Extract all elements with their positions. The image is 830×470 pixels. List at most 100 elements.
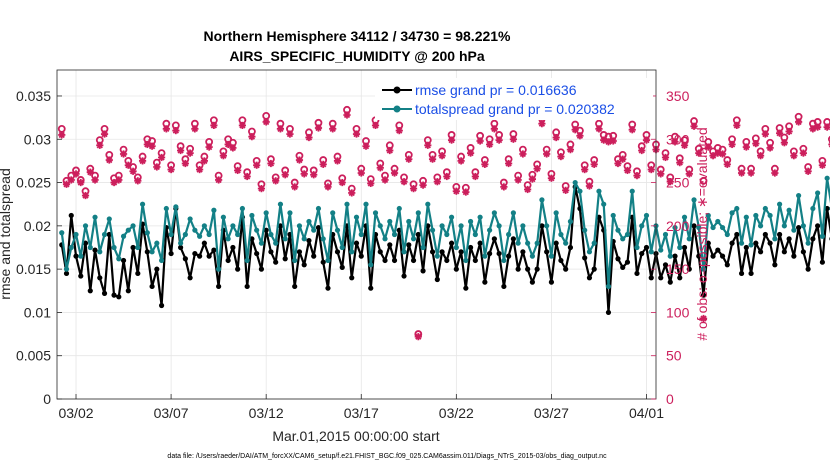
obs-evaluated-marker xyxy=(319,160,327,168)
series-point-rmse xyxy=(296,249,303,255)
series-point-totalspread xyxy=(596,188,602,194)
obs-evaluated-marker xyxy=(590,160,598,168)
series-point-totalspread xyxy=(372,210,379,216)
series-point-rmse xyxy=(116,294,122,300)
obs-evaluated-marker xyxy=(305,133,313,142)
y2-tick-label: 200 xyxy=(666,218,690,234)
series-point-rmse xyxy=(482,279,488,285)
obs-evaluated-marker xyxy=(58,131,66,139)
y-tick-label: 0.015 xyxy=(16,261,51,277)
series-point-totalspread xyxy=(63,266,70,272)
series-point-rmse xyxy=(78,273,84,279)
obs-evaluated-marker xyxy=(619,155,627,163)
obs-evaluated-marker xyxy=(376,164,384,172)
series-point-totalspread xyxy=(553,210,559,216)
series-point-rmse xyxy=(334,249,341,255)
y2-axis-label: # of obs: o=possible; ∗=evaluated xyxy=(694,127,710,340)
series-point-rmse xyxy=(672,253,678,259)
series-point-totalspread xyxy=(529,253,535,259)
series-point-rmse xyxy=(315,224,322,231)
series-point-totalspread xyxy=(420,244,426,251)
series-point-totalspread xyxy=(696,224,702,231)
series-point-totalspread xyxy=(819,233,825,239)
series-point-rmse xyxy=(558,257,564,264)
obs-evaluated-marker xyxy=(343,111,351,119)
obs-evaluated-marker xyxy=(614,159,622,168)
series-point-totalspread xyxy=(120,233,127,239)
series-point-totalspread xyxy=(677,244,683,251)
obs-evaluated-marker xyxy=(210,121,218,130)
obs-evaluated-marker xyxy=(581,165,589,174)
series-point-totalspread xyxy=(434,253,440,259)
obs-evaluated-marker xyxy=(528,175,536,183)
series-point-rmse xyxy=(306,237,312,244)
series-point-totalspread xyxy=(296,223,303,229)
x-axis-label: Mar.01,2015 00:00:00 start xyxy=(272,428,439,444)
series-point-rmse xyxy=(639,250,645,257)
series-point-totalspread xyxy=(273,240,279,246)
series-point-totalspread xyxy=(667,253,673,259)
series-point-rmse xyxy=(567,244,574,251)
obs-evaluated-marker xyxy=(352,130,361,138)
series-point-totalspread xyxy=(662,231,669,238)
series-point-totalspread xyxy=(506,231,512,238)
series-point-totalspread xyxy=(791,227,797,233)
series-point-totalspread xyxy=(539,197,545,203)
y2-axis-ticks: 0 50 100 150 200 250 300 350 xyxy=(651,88,690,407)
series-point-rmse xyxy=(101,290,108,296)
series-point-rmse xyxy=(643,244,650,251)
obs-evaluated-marker xyxy=(638,146,646,155)
obs-count-markers xyxy=(57,105,830,341)
series-point-totalspread xyxy=(382,236,388,242)
series-point-rmse xyxy=(496,250,502,257)
obs-evaluated-marker xyxy=(718,150,727,158)
series-point-rmse xyxy=(216,283,222,290)
obs-evaluated-marker xyxy=(814,123,822,131)
obs-evaluated-marker xyxy=(533,165,541,173)
series-point-rmse xyxy=(301,262,307,268)
obs-evaluated-marker xyxy=(771,169,779,177)
y2-tick-label: 300 xyxy=(666,131,690,147)
series-point-rmse xyxy=(125,288,131,294)
series-point-totalspread xyxy=(149,249,155,255)
series-point-rmse xyxy=(686,266,692,272)
obs-evaluated-marker xyxy=(395,127,403,135)
series-point-totalspread xyxy=(748,242,754,248)
series-point-totalspread xyxy=(211,207,217,213)
obs-evaluated-marker xyxy=(262,118,270,126)
series-point-rmse xyxy=(158,302,165,309)
series-point-rmse xyxy=(429,249,436,255)
series-point-totalspread xyxy=(320,236,326,242)
y2-tick-label: 250 xyxy=(666,175,690,191)
series-point-rmse xyxy=(68,212,74,219)
obs-evaluated-marker xyxy=(747,169,755,177)
series-point-rmse xyxy=(563,266,569,272)
series-point-totalspread xyxy=(263,210,269,216)
y2-tick-label: 100 xyxy=(666,304,690,320)
obs-evaluated-marker xyxy=(371,121,380,130)
obs-evaluated-marker xyxy=(77,178,85,187)
series-point-rmse xyxy=(97,275,103,281)
series-point-rmse xyxy=(796,224,802,231)
x-tick-label: 03/12 xyxy=(249,405,284,421)
series-point-rmse xyxy=(187,275,193,281)
obs-evaluated-marker xyxy=(524,185,532,194)
series-point-totalspread xyxy=(97,249,103,255)
series-point-totalspread xyxy=(330,210,336,216)
obs-evaluated-marker xyxy=(685,170,693,178)
series-point-rmse xyxy=(282,256,288,262)
series-point-totalspread xyxy=(444,231,450,238)
obs-evaluated-marker xyxy=(671,138,679,146)
series-point-totalspread xyxy=(311,227,317,233)
series-point-rmse xyxy=(368,285,374,291)
series-point-totalspread xyxy=(82,223,89,229)
series-point-rmse xyxy=(130,244,136,251)
obs-evaluated-marker xyxy=(62,180,71,188)
chart-title-line2: AIRS_SPECIFIC_HUMIDITY @ 200 hPa xyxy=(229,48,485,64)
obs-evaluated-marker xyxy=(661,153,670,162)
series-point-totalspread xyxy=(624,231,631,238)
series-point-totalspread xyxy=(548,253,555,259)
obs-evaluated-marker xyxy=(229,144,237,152)
series-point-totalspread xyxy=(344,201,350,207)
series-point-totalspread xyxy=(700,266,707,272)
